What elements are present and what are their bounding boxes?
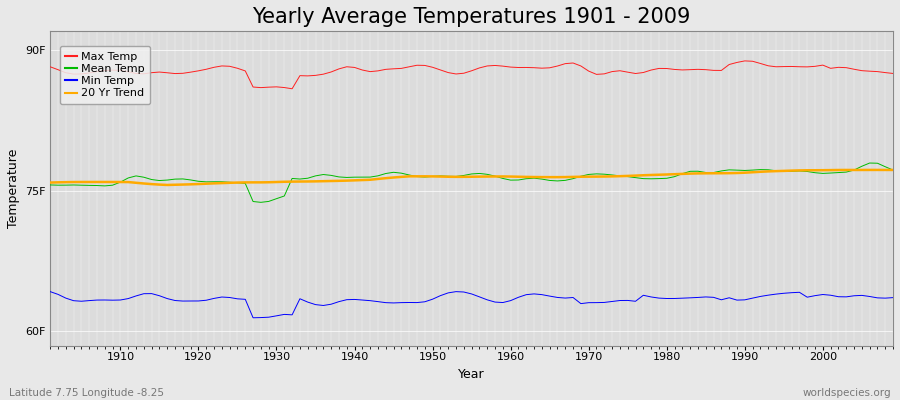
X-axis label: Year: Year [458,368,485,381]
Y-axis label: Temperature: Temperature [7,149,20,228]
Text: worldspecies.org: worldspecies.org [803,388,891,398]
Legend: Max Temp, Mean Temp, Min Temp, 20 Yr Trend: Max Temp, Mean Temp, Min Temp, 20 Yr Tre… [60,46,150,104]
Title: Yearly Average Temperatures 1901 - 2009: Yearly Average Temperatures 1901 - 2009 [252,7,691,27]
Text: Latitude 7.75 Longitude -8.25: Latitude 7.75 Longitude -8.25 [9,388,164,398]
